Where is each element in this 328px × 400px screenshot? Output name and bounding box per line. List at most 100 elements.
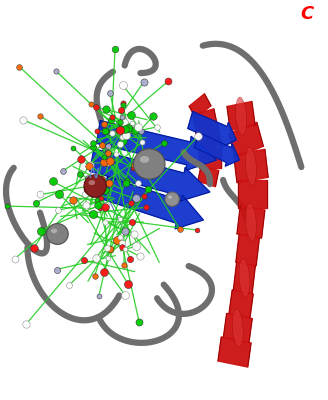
Point (123, 131, 129, 138)
Point (96, 293, 101, 299)
Point (165, 78, 171, 84)
Point (38, 228, 43, 234)
Point (122, 246, 127, 252)
Polygon shape (103, 177, 203, 229)
Point (115, 126, 121, 133)
Point (106, 160, 111, 166)
Point (120, 128, 125, 135)
Ellipse shape (168, 196, 172, 199)
Point (88, 161, 93, 168)
Point (91, 140, 96, 146)
Point (107, 158, 112, 164)
Point (128, 112, 133, 119)
Point (120, 82, 125, 88)
Point (129, 200, 134, 206)
Point (133, 127, 138, 133)
Text: C: C (300, 5, 313, 23)
Point (37, 113, 43, 119)
Point (133, 243, 138, 249)
Point (31, 244, 36, 251)
Point (56, 190, 62, 197)
Point (122, 291, 127, 298)
Point (24, 321, 29, 327)
Point (133, 194, 139, 201)
Point (99, 142, 105, 149)
Point (117, 234, 123, 240)
Point (113, 151, 118, 157)
Point (99, 176, 104, 183)
Point (104, 128, 109, 134)
Point (86, 163, 91, 169)
Polygon shape (234, 149, 268, 183)
Point (116, 128, 122, 135)
Point (120, 114, 125, 121)
Point (113, 46, 118, 52)
Ellipse shape (51, 228, 57, 233)
Polygon shape (96, 121, 216, 170)
Point (98, 195, 103, 201)
Polygon shape (199, 148, 221, 168)
Point (101, 159, 106, 165)
Point (95, 128, 100, 134)
Point (71, 144, 76, 151)
Point (161, 140, 166, 146)
Point (109, 114, 114, 120)
Point (194, 227, 199, 233)
Point (119, 107, 124, 113)
Point (96, 189, 102, 196)
Text: N: N (89, 167, 99, 181)
Polygon shape (238, 180, 267, 208)
Point (141, 78, 146, 85)
Point (101, 154, 106, 160)
Polygon shape (195, 125, 221, 151)
Point (123, 228, 128, 234)
Ellipse shape (84, 175, 106, 197)
Point (93, 104, 98, 110)
Point (5, 203, 10, 209)
Ellipse shape (89, 180, 95, 185)
Point (103, 204, 108, 210)
Point (79, 156, 84, 162)
Polygon shape (229, 122, 263, 158)
Point (195, 133, 200, 140)
Point (123, 180, 128, 186)
Point (94, 254, 99, 261)
Point (120, 138, 125, 144)
Point (119, 244, 125, 250)
Polygon shape (218, 337, 251, 367)
Point (92, 273, 97, 280)
Point (106, 142, 111, 149)
Point (17, 64, 22, 70)
Point (135, 124, 140, 130)
Point (118, 127, 123, 134)
Point (107, 246, 113, 252)
Polygon shape (193, 109, 217, 131)
Point (132, 231, 137, 238)
Ellipse shape (233, 309, 243, 347)
Point (136, 318, 142, 325)
Point (130, 164, 135, 171)
Polygon shape (223, 314, 252, 342)
Point (104, 202, 109, 208)
Point (126, 281, 131, 288)
Ellipse shape (165, 192, 179, 206)
Polygon shape (188, 112, 236, 148)
Point (102, 187, 107, 193)
Point (137, 253, 143, 260)
Polygon shape (227, 102, 255, 130)
Point (118, 216, 123, 223)
Point (150, 113, 155, 120)
Point (142, 192, 147, 199)
Point (12, 256, 17, 262)
Point (95, 197, 100, 203)
Point (144, 204, 149, 210)
Point (129, 219, 134, 225)
Ellipse shape (133, 149, 165, 179)
Point (107, 179, 112, 186)
Point (123, 126, 128, 132)
Ellipse shape (246, 147, 256, 185)
Point (20, 116, 26, 123)
Polygon shape (198, 165, 219, 187)
Point (106, 160, 111, 166)
Point (77, 170, 83, 177)
